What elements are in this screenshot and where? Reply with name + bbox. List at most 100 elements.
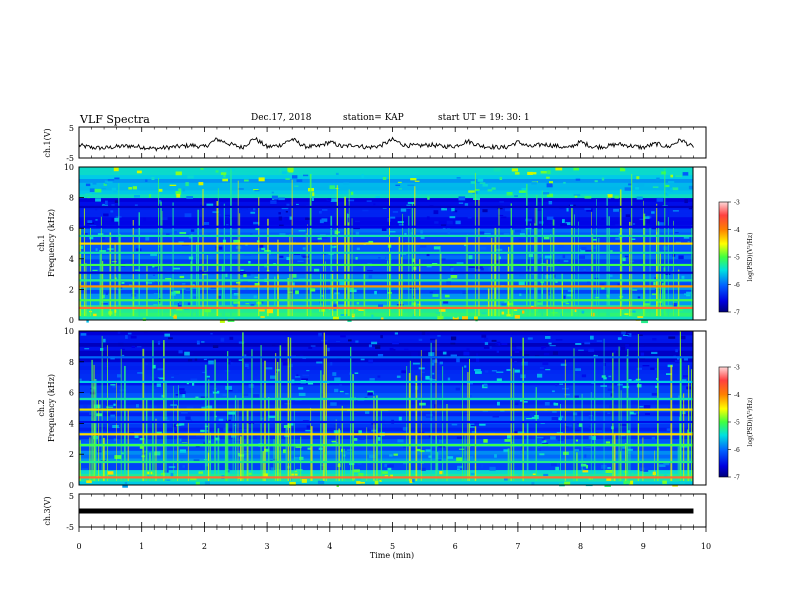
ch1-spectrogram-texture [260, 316, 265, 318]
ch2-spectrogram-texture [608, 375, 612, 378]
x-tick-label: 9 [641, 542, 646, 551]
ch2-spectrogram-texture [542, 361, 549, 366]
ch2-spectrogram-texture [484, 337, 489, 341]
ch2-spectrogram-texture [517, 474, 521, 478]
ch1-spectrogram-texture [544, 275, 552, 279]
ch2-spectrogram-bg-row [79, 373, 693, 378]
ch1-spectrogram-texture [426, 216, 430, 220]
ch2-spectrogram-texture [200, 429, 205, 433]
ch2-spectrogram-bg-row [79, 438, 693, 444]
ch2-spectrogram-texture [622, 385, 630, 389]
ch2-spectrogram-texture [397, 439, 404, 443]
ch2-spectrogram-texture [552, 390, 555, 393]
ch1-ytick-top: 5 [69, 124, 74, 133]
ch1-spectrogram-texture [668, 181, 675, 184]
ch1-spectrogram-texture [610, 250, 613, 252]
ch2-spectrogram-bg-row [79, 446, 693, 451]
ch1-spectrogram-texture [254, 276, 259, 279]
ch2-spectrogram-texture [334, 388, 339, 393]
ch1-spectrogram-texture [296, 179, 303, 183]
ch1-spectrogram-texture [439, 258, 446, 261]
ch1-spectrogram-texture [104, 180, 108, 185]
ch1-spectrogram-texture [128, 187, 132, 190]
ch2-spectrogram-texture [638, 334, 643, 336]
ch2-spectrogram-texture [425, 449, 431, 453]
ch1-spectrogram-bg-row [79, 247, 693, 252]
ch2-spectrogram-texture [368, 344, 372, 348]
ch2-spectrogram-texture [301, 378, 308, 381]
ch1-spectrogram-texture [560, 223, 567, 227]
ch2-spectrogram-spike [273, 439, 275, 481]
ch2-spectrogram-texture [190, 378, 198, 383]
ch1-spectrogram-texture [184, 213, 192, 218]
ch1-spectrogram-texture [437, 318, 442, 320]
ch2-spectrogram-texture [526, 418, 533, 420]
ch2-spectrogram-spike [642, 437, 644, 481]
ch1-spectrogram-texture [658, 222, 664, 227]
ch2-spectrogram-texture [310, 345, 316, 347]
ch2-spectrogram-texture [557, 417, 562, 420]
ch1-spectrogram-texture [450, 267, 454, 270]
ch1-spectrogram-texture [89, 236, 94, 240]
ch2-spectrogram-texture [179, 388, 185, 391]
ch1-spectrogram-texture [622, 257, 626, 262]
ch1-spectrogram-spike [109, 232, 112, 316]
ch1-spectrogram-band [79, 271, 693, 274]
ch2-spectrogram-texture [601, 427, 605, 432]
ch2-spectrogram-texture [208, 440, 211, 443]
ch1-spectrogram-spike [691, 225, 693, 316]
ch1-spectrogram-ylabel-channel: ch.1 [37, 234, 46, 251]
ch1-spectrogram-spike [534, 205, 536, 316]
ch2-spectrogram-texture [152, 471, 157, 474]
ch1-spectrogram-texture [172, 314, 177, 317]
ch1-spectrogram-bg-row [79, 220, 693, 225]
ch1-spectrogram-spike [621, 249, 623, 316]
ch1-spectrogram-texture [107, 181, 113, 183]
ch1-spectrogram-texture [563, 260, 569, 263]
ch2-spectrogram-bg-row [79, 404, 693, 409]
ch2-spectrogram-texture [306, 370, 310, 372]
ch1-spectrogram-texture [687, 241, 690, 243]
ch1-spectrogram-texture [558, 245, 564, 248]
ch1-spectrogram-texture [293, 253, 301, 255]
ch2-spectrogram-texture [581, 374, 587, 378]
ch1-spectrogram-spike [673, 220, 674, 316]
ch1-spectrogram-spike [608, 216, 610, 316]
ch1-spectrogram-texture [145, 282, 152, 284]
ch1-spectrogram-texture [371, 314, 374, 319]
ch2-spectrogram-texture [244, 354, 247, 358]
ch1-spectrogram-texture [107, 179, 115, 181]
ch2-spectrogram-texture [637, 345, 645, 347]
ch1-spectrogram-spike [309, 174, 312, 316]
ch1-spectrogram-texture [134, 195, 140, 198]
ch1-spectrogram-texture [437, 316, 444, 320]
ch1-spectrogram-band [79, 285, 693, 288]
ch1-spectrogram-spike [331, 270, 334, 316]
ch2-spectrogram-texture [644, 405, 651, 409]
ch1-colorbar-ticks: -3 -4 -5 -6 -7 [728, 200, 740, 317]
ch1-spectrogram-texture [637, 316, 644, 318]
ch1-spectrogram-texture [254, 283, 260, 287]
ch1-spectrogram-texture [551, 312, 558, 314]
ch2-spectrogram-texture [365, 411, 370, 414]
ch1-spectrogram-texture [173, 290, 181, 294]
ch2-spectrogram-bg-row [79, 477, 693, 482]
ch1-spectrogram-texture [114, 177, 120, 180]
ch2-spectrogram-texture [298, 392, 306, 396]
ch2-spectrogram-texture [638, 358, 646, 360]
ch2-spectrogram-texture [617, 337, 622, 340]
header-station: station= KAP [343, 113, 404, 123]
ch1-spectrogram-spike [221, 265, 224, 316]
ch1-spectrogram-texture [670, 174, 674, 178]
ch2-spectrogram-ylabel-freq: Frequency (kHz) [47, 374, 56, 442]
ch1-spectrogram-texture [289, 216, 292, 220]
ch2-spectrogram-spike [187, 421, 189, 481]
ch2-spectrogram-texture [353, 469, 360, 473]
ch2-spectrogram-texture [478, 423, 486, 426]
ch2-spectrogram-texture [355, 340, 359, 343]
ch2-spectrogram-texture [346, 449, 353, 453]
ch2-spectrogram-texture [483, 439, 488, 443]
ch1-spectrogram-bg-row [79, 308, 693, 313]
ch1-spectrogram-spike [169, 281, 172, 316]
ch2-spectrogram-texture [307, 447, 312, 450]
